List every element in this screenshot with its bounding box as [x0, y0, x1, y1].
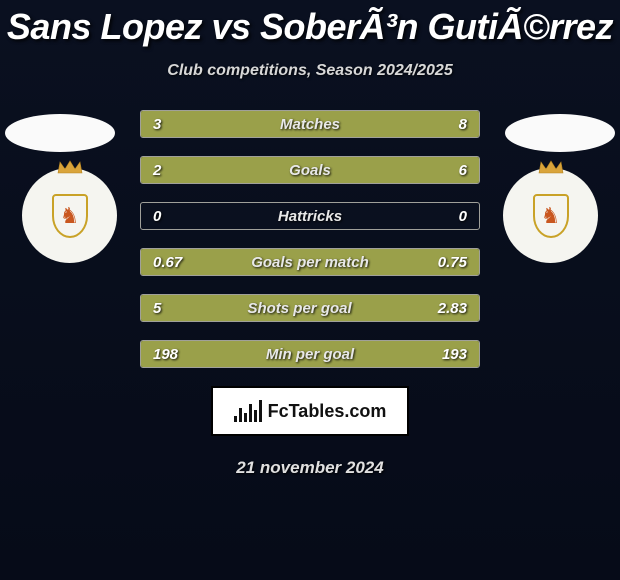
brand-text: FcTables.com — [268, 401, 387, 422]
shield-icon: ♞ — [52, 194, 88, 238]
stat-row: 0Hattricks0 — [140, 202, 480, 230]
stat-value-right: 8 — [459, 116, 467, 133]
stat-rows: 3Matches8 2Goals6 0Hattricks0 0.67Goals per… — [140, 110, 480, 368]
page-title: Sans Lopez vs SoberÃ³n GutiÃ©rrez — [0, 0, 620, 48]
crown-icon — [57, 160, 83, 174]
stat-value-right: 0 — [459, 208, 467, 225]
stat-value-left: 3 — [153, 116, 161, 133]
player-photo-right — [505, 114, 615, 152]
brand-chart-icon — [234, 400, 262, 422]
stat-row: 198Min per goal193 — [140, 340, 480, 368]
stat-value-right: 193 — [442, 346, 467, 363]
player-photo-left — [5, 114, 115, 152]
club-logo-left: ♞ — [22, 168, 117, 263]
stat-row: 2Goals6 — [140, 156, 480, 184]
club-logo-right: ♞ — [503, 168, 598, 263]
stat-value-left: 198 — [153, 346, 178, 363]
stat-label: Goals per match — [182, 254, 438, 271]
crown-icon — [538, 160, 564, 174]
stat-label: Shots per goal — [161, 300, 437, 317]
stat-label: Matches — [161, 116, 458, 133]
stat-value-left: 0.67 — [153, 254, 182, 271]
stat-label: Goals — [161, 162, 458, 179]
subtitle: Club competitions, Season 2024/2025 — [0, 62, 620, 80]
stat-value-right: 2.83 — [438, 300, 467, 317]
stat-value-right: 6 — [459, 162, 467, 179]
comparison-content: ♞ ♞ 3Matches82Goals60Hattricks00.67Goals… — [0, 110, 620, 478]
date-label: 21 november 2024 — [0, 458, 620, 478]
stat-row: 3Matches8 — [140, 110, 480, 138]
stat-row: 5Shots per goal2.83 — [140, 294, 480, 322]
stat-value-left: 0 — [153, 208, 161, 225]
stat-value-left: 5 — [153, 300, 161, 317]
stat-row: 0.67Goals per match0.75 — [140, 248, 480, 276]
stat-value-left: 2 — [153, 162, 161, 179]
brand-box[interactable]: FcTables.com — [211, 386, 409, 436]
shield-icon: ♞ — [533, 194, 569, 238]
stat-value-right: 0.75 — [438, 254, 467, 271]
stat-label: Hattricks — [161, 208, 458, 225]
stat-label: Min per goal — [178, 346, 442, 363]
